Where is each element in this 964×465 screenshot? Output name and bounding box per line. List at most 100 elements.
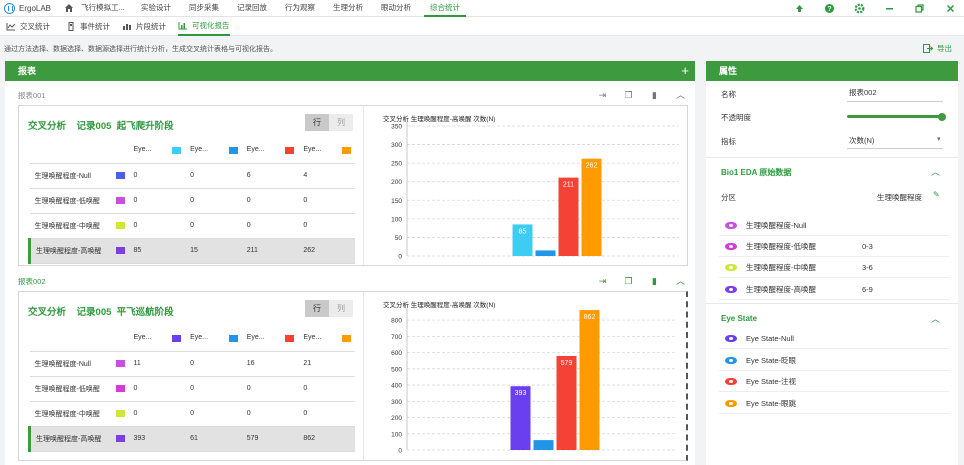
collapse-chevron-icon[interactable]: ︿ [675,89,685,100]
metric-select[interactable]: 次数(N) [849,136,875,145]
tab-record-playback[interactable]: 记录回放 [237,3,267,12]
y-tick-label: 0 [398,448,402,455]
edit-pencil-icon[interactable]: ✎ [933,190,940,199]
tab-eye-analysis[interactable]: 眼动分析 [381,3,411,12]
settings-gear-icon[interactable] [854,3,865,14]
eye-visibility-icon[interactable] [725,356,737,364]
subtab-label: 可视化报告 [192,20,230,30]
y-tick-label: 50 [395,235,403,242]
bio-list-item[interactable]: 生理唤醒程度-低唤醒 0-3 [719,236,949,257]
opacity-slider-thumb[interactable] [938,112,946,121]
y-tick-label: 500 [391,366,402,373]
eye-state-list-item[interactable]: Eye State-眼跳 [719,393,949,414]
bar[interactable] [579,310,600,450]
eye-visibility-icon[interactable] [725,221,737,229]
copy-icon[interactable]: ❐ [624,89,633,100]
bio-list-item[interactable]: 生理唤醒程度-Null [719,215,949,236]
minimize-icon[interactable] [884,3,895,14]
eye-visibility-icon[interactable] [725,242,737,250]
bar[interactable] [581,158,602,256]
metric-label: 指标 [721,137,736,146]
eye-visibility-icon[interactable] [725,399,737,407]
tab-experiment-design[interactable]: 实验设计 [141,3,171,12]
subtab-cross-stats[interactable]: 交叉统计 [6,17,50,36]
eye-state-list-item[interactable]: Eye State-Null [719,328,949,349]
eye-visibility-icon[interactable] [725,285,737,293]
dropdown-arrow-icon[interactable]: ▾ [937,136,941,143]
tab-physio-analysis[interactable]: 生理分析 [333,3,363,12]
table-row[interactable]: 生理唤醒程度-Null 11 0 16 21 [29,351,355,377]
tab-flight-sim[interactable]: 飞行模拟工... [81,3,125,12]
export-report-icon[interactable]: ⇥ [598,275,607,286]
bar[interactable] [535,250,556,256]
tab-sync-capture[interactable]: 同步采集 [189,3,219,12]
eye-visibility-icon[interactable] [725,377,737,385]
export-label: 导出 [937,44,952,53]
table-header-cell: Eye... [298,137,355,164]
app-name: ErgoLAB [19,4,52,13]
properties-header: 属性 [706,61,958,81]
y-tick-label: 350 [391,124,402,131]
bar[interactable] [556,355,577,450]
properties-panel: 属性 名称 报表002 不透明度 指标 次数(N) ▾ Bio1 EDA 原始数… [706,61,958,465]
subtab-event-stats[interactable]: 事件统计 [66,17,110,36]
col-toggle[interactable]: 列 [329,114,353,131]
export-icon [923,44,933,53]
eye-section-collapse-icon[interactable]: ︿ [931,314,941,324]
name-field[interactable]: 报表002 [849,88,877,97]
copy-icon[interactable]: ❐ [624,275,633,286]
bio-section-collapse-icon[interactable]: ︿ [931,167,941,177]
table-row-selected[interactable]: 生理唤醒程度-高唤醒 393 61 579 862 [28,426,355,452]
tab-comprehensive-stats[interactable]: 综合统计 [424,0,466,17]
bar[interactable] [512,224,533,256]
restore-window-icon[interactable] [914,3,925,14]
table-header-row: Eye... Eye... Eye... Eye... [29,137,355,164]
opacity-slider[interactable] [847,112,946,121]
table-header-cell: Eye... [128,137,186,164]
eye-state-list-item[interactable]: Eye State-注视 [719,371,949,392]
add-report-icon[interactable]: + [681,63,689,78]
upload-icon[interactable] [794,3,805,14]
subtab-segment-stats[interactable]: 片段统计 [122,17,166,36]
y-tick-label: 0 [398,254,402,261]
eye-visibility-icon[interactable] [725,334,737,342]
report-card: 交叉分析 记录005 起飞爬升阶段 行 列 Eye... Eye... Eye.… [18,105,688,266]
chart-title: 交叉分析 生理唤醒程度-高唤醒 次数(N) [383,114,495,123]
table-header-row: Eye... Eye... Eye... Eye... [29,325,355,352]
close-icon[interactable] [945,3,956,14]
row-toggle[interactable]: 行 [305,114,329,131]
bar[interactable] [510,386,531,450]
sub-tab-bar: 交叉统计 事件统计 片段统计 可视化报告 [0,17,964,36]
row-label: 生理唤醒程度-Null [29,163,129,189]
export-button[interactable]: 导出 [923,43,952,54]
collapse-chevron-icon[interactable]: ︿ [675,275,685,286]
bio-list-item[interactable]: 生理唤醒程度-中唤醒 3-6 [719,257,949,278]
home-icon[interactable] [64,3,74,13]
bio-list-item[interactable]: 生理唤醒程度-高唤醒 6-9 [719,279,949,300]
bar-value-label: 61 [540,433,548,440]
table-row-selected[interactable]: 生理唤醒程度-高唤醒 85 15 211 262 [28,238,355,264]
help-icon[interactable]: ? [824,3,835,14]
delete-icon[interactable]: ▮ [652,275,657,286]
bar-chart: 交叉分析 生理唤醒程度-高唤醒 次数(N) 0 50 100 150 200 250 300 3… [383,114,679,261]
bar[interactable] [533,440,554,450]
bar[interactable] [558,177,579,256]
report-name[interactable]: 报表001 [18,90,46,100]
bar-chart-icon [178,22,187,30]
tab-behavior-observation[interactable]: 行为观察 [285,3,315,12]
subtab-visual-report[interactable]: 可视化报告 [178,17,230,36]
row-toggle[interactable]: 行 [305,300,329,317]
eye-state-list-item[interactable]: Eye State-眨眼 [719,350,949,371]
report-name[interactable]: 报表002 [18,276,46,286]
eye-visibility-icon[interactable] [725,263,737,271]
delete-icon[interactable]: ▮ [652,89,657,100]
bio-section-title: Bio1 EDA 原始数据 [721,168,792,177]
report-panel-header: 报表 + [5,61,695,81]
export-report-icon[interactable]: ⇥ [598,89,607,100]
col-toggle[interactable]: 列 [329,300,353,317]
